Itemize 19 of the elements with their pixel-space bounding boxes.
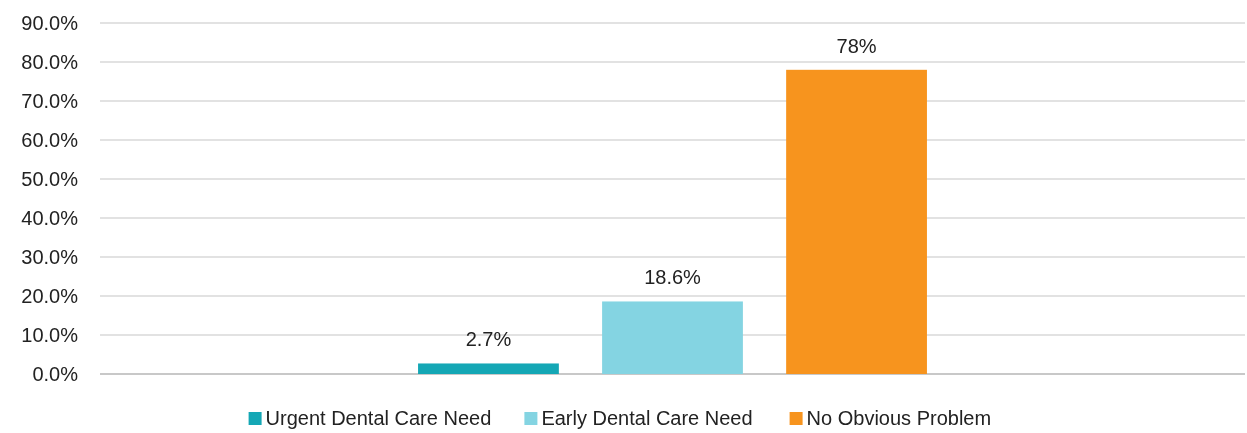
legend-label: Urgent Dental Care Need	[265, 407, 492, 429]
y-tick-label: 60.0%	[21, 129, 79, 151]
legend-label: Early Dental Care Need	[541, 407, 753, 429]
y-tick-label: 90.0%	[21, 12, 79, 34]
data-label: 2.7%	[465, 328, 512, 351]
bar	[602, 301, 743, 374]
data-label: 78%	[836, 34, 877, 57]
y-tick-label: 0.0%	[32, 363, 79, 385]
y-tick-label: 70.0%	[21, 90, 79, 112]
data-label: 18.6%	[644, 266, 702, 289]
bar	[786, 69, 927, 374]
y-tick-label: 50.0%	[21, 168, 79, 190]
y-tick-label: 40.0%	[21, 207, 79, 229]
y-tick-label: 80.0%	[21, 51, 79, 73]
legend-label: No Obvious Problem	[806, 407, 992, 429]
y-tick-label: 20.0%	[21, 285, 79, 307]
y-tick-label: 30.0%	[21, 246, 79, 268]
bar	[418, 363, 559, 374]
y-tick-label: 10.0%	[21, 324, 79, 346]
